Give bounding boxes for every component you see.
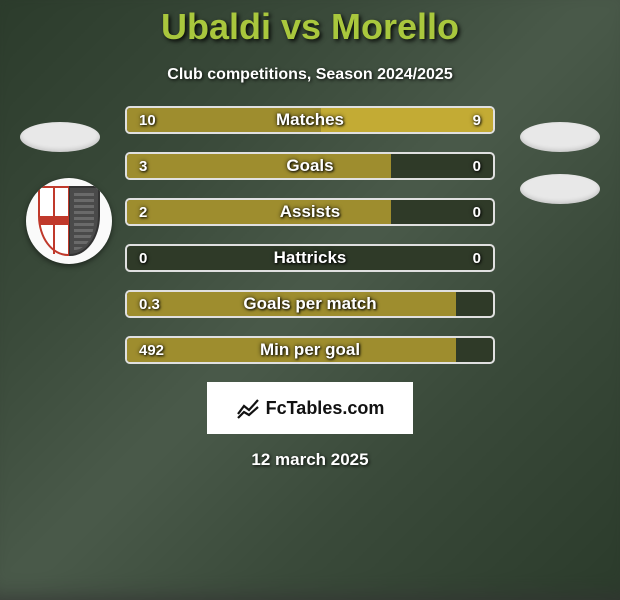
subtitle: Club competitions, Season 2024/2025	[0, 66, 620, 84]
date: 12 march 2025	[0, 450, 620, 470]
stat-bar-left	[127, 154, 391, 178]
page-title: Ubaldi vs Morello	[0, 0, 620, 48]
footer-brand: FcTables.com	[207, 382, 413, 434]
stat-bar-left	[127, 108, 321, 132]
stat-row: 492 Min per goal	[125, 336, 495, 364]
stat-bar-left	[127, 338, 456, 362]
player-left-club-crest	[26, 178, 112, 264]
stat-bar-left	[127, 292, 456, 316]
stat-row: 0 Hattricks 0	[125, 244, 495, 272]
comparison-bars: 10 Matches 9 3 Goals 0 2 Assists 0 0 Hat…	[125, 106, 495, 364]
player-left-badge-placeholder	[20, 122, 100, 152]
player-right-club-placeholder	[520, 174, 600, 204]
stat-row: 2 Assists 0	[125, 198, 495, 226]
stat-row: 10 Matches 9	[125, 106, 495, 134]
stat-row: 0.3 Goals per match	[125, 290, 495, 318]
player-right-badge-placeholder	[520, 122, 600, 152]
shield-icon	[38, 186, 100, 256]
stat-bar-right	[321, 108, 493, 132]
stat-row: 3 Goals 0	[125, 152, 495, 180]
stat-bar-left	[127, 200, 391, 224]
chart-icon	[236, 396, 260, 420]
footer-brand-text: FcTables.com	[266, 398, 385, 419]
